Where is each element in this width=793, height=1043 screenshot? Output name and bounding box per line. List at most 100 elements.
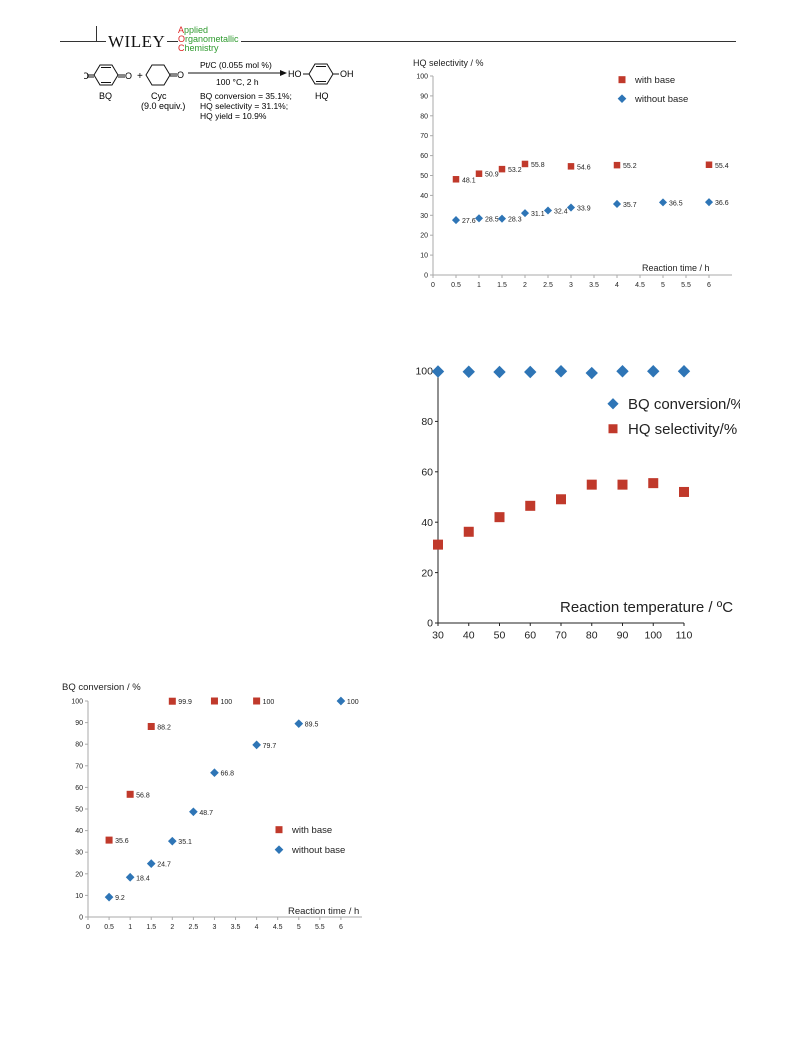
data-point-square [648,478,659,489]
chart-bq-conversion: 0 10 20 30 40 50 60 70 80 90 100 0 0.5 1 1.5 2 2.5 3 3.5 4 4… [62,682,362,931]
data-point-diamond [524,365,537,379]
data-label: 35.1 [178,839,192,846]
cyc-equiv-label: (9.0 equiv.) [141,101,185,111]
header-rule [60,41,736,42]
x-axis-label: Reaction time / h [642,263,710,273]
data-point-diamond [336,696,346,706]
conditions-temp-time: 100 °C, 2 h [216,77,259,87]
data-label: 31.1 [531,211,545,218]
y-axis-label: HQ selectivity / % [413,58,484,68]
hq-structure [303,63,339,85]
chart-hq-selectivity: 0 10 20 30 40 50 60 70 80 90 100 0 0.5 1 1.5 2 2.5 3 3.5 4 4… [413,58,732,289]
data-point-diamond [146,859,156,868]
legend-marker-diamond [274,845,284,855]
y-tick-label: 50 [75,806,83,813]
x-tick-label: 0 [86,924,90,931]
legend-label: without base [634,94,688,105]
x-tick-label: 60 [524,630,536,642]
x-tick-label: 3 [569,282,573,289]
x-tick-label: 1 [128,924,132,931]
data-point-square [521,160,529,168]
data-point-diamond [520,209,530,218]
plus-sign: + [137,71,143,82]
data-label: 35.6 [115,838,129,845]
legend-marker-diamond [617,94,627,104]
data-label: 89.5 [305,722,319,729]
y-tick-label: 100 [415,366,433,378]
journal-logo: Applied Organometallic Chemistry [178,26,241,53]
reaction-scheme: O O BQ + O Cyc (9.0 equiv.) Pt/C (0.055 … [84,60,354,121]
x-tick-label: 90 [617,630,629,642]
data-point-diamond [647,365,660,378]
data-label: 55.4 [715,163,729,170]
data-label: 66.8 [220,771,234,778]
y-tick-label: 40 [420,193,428,200]
x-tick-label: 0.5 [451,282,461,289]
y-tick-label: 10 [75,893,83,900]
x-tick-label: 3.5 [589,282,599,289]
x-tick-label: 70 [555,630,567,642]
data-label: 48.7 [199,810,213,817]
data-point-diamond [451,216,461,225]
legend-marker-square [608,424,618,434]
y-tick-label: 0 [427,618,433,630]
data-point-square [147,722,155,730]
bq-oxygen-left: O [84,71,89,81]
x-tick-label: 50 [494,630,506,642]
y-tick-label: 80 [420,113,428,120]
y-tick-label: 60 [75,785,83,792]
data-point-square [168,697,176,705]
chart-temperature: 0 20 40 60 80 100 30 40 50 60 70 80 90 100 110 Reaction… [415,365,740,642]
data-point-diamond [493,365,506,379]
x-tick-label: 110 [676,630,693,642]
data-point-diamond [294,719,304,729]
journal-line-3: Chemistry [178,43,219,53]
data-label: 54.6 [577,164,591,171]
y-tick-label: 40 [75,828,83,835]
data-point-square [679,486,689,497]
cyc-oxygen: O [177,70,184,80]
data-point-square [525,500,536,511]
y-tick-label: 10 [420,253,428,260]
data-label: 50.9 [485,172,499,179]
data-point-square [617,479,628,490]
x-tick-label: 4.5 [273,924,283,931]
data-point-diamond [462,365,475,378]
y-tick-label: 0 [424,272,428,279]
y-tick-label: 60 [420,153,428,160]
legend-label: HQ selectivity/% [628,421,737,438]
x-tick-label: 3 [213,924,217,931]
header-tick [96,26,97,42]
data-label: 55.2 [623,163,637,170]
x-tick-label: 2 [523,282,527,289]
publisher-logo: WILEY [106,32,168,51]
data-label: 33.9 [577,206,591,213]
y-tick-label: 60 [421,466,433,478]
data-label: 55.8 [531,162,545,169]
x-tick-label: 80 [586,630,598,642]
data-point-diamond [677,365,691,378]
x-tick-label: 0.5 [104,924,114,931]
data-point-square [613,161,621,169]
result-selectivity: HQ selectivity = 31.1%; [200,101,288,111]
bq-oxygen-right: O [125,71,132,81]
legend-marker-diamond [607,398,619,410]
y-tick-label: 100 [71,698,83,705]
legend-label: without base [291,845,345,856]
y-tick-label: 20 [420,233,428,240]
x-tick-label: 3.5 [231,924,241,931]
x-tick-label: 30 [432,630,444,642]
data-label: 27.6 [462,218,476,225]
data-label: 28.5 [485,216,499,223]
data-point-square [126,790,134,798]
y-tick-label: 0 [79,914,83,921]
data-label: 100 [347,699,359,706]
data-point-square [475,170,483,177]
legend-label: with base [291,825,332,836]
bq-structure [87,64,125,86]
data-label: 36.6 [715,200,729,207]
data-point-diamond [104,892,114,902]
data-point-square [210,697,218,705]
data-label: 35.7 [623,202,637,209]
data-label: 79.7 [263,743,277,750]
